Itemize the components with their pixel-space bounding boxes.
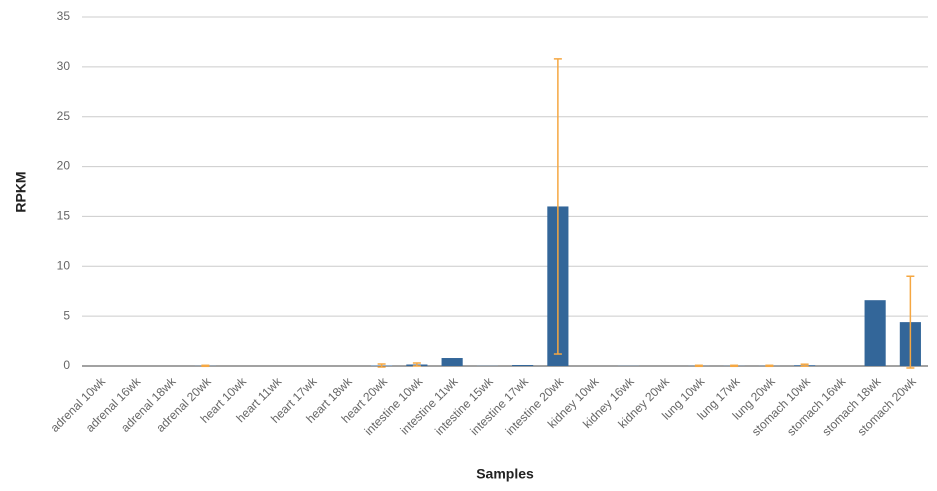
x-axis-title: Samples: [476, 466, 534, 482]
error-bar: [906, 275, 915, 369]
y-tick-label: 35: [57, 9, 71, 23]
y-tick-label: 5: [63, 308, 70, 322]
y-tick-label: 10: [57, 258, 71, 272]
y-tick-label: 20: [57, 159, 71, 173]
y-tick-label: 0: [63, 358, 70, 372]
bar: [512, 365, 534, 366]
error-bar: [765, 364, 774, 368]
y-tick-label: 25: [57, 109, 71, 123]
error-bar: [377, 363, 386, 368]
error-bar: [201, 364, 210, 368]
error-bar: [694, 364, 703, 368]
y-tick-label: 15: [57, 209, 71, 223]
error-bar: [800, 363, 809, 367]
error-bar: [730, 364, 739, 368]
bar: [864, 300, 886, 366]
bar: [441, 358, 463, 366]
error-bar: [412, 362, 421, 367]
y-axis-title: RPKM: [13, 171, 29, 212]
y-tick-label: 30: [57, 59, 71, 73]
error-bar: [553, 58, 562, 355]
